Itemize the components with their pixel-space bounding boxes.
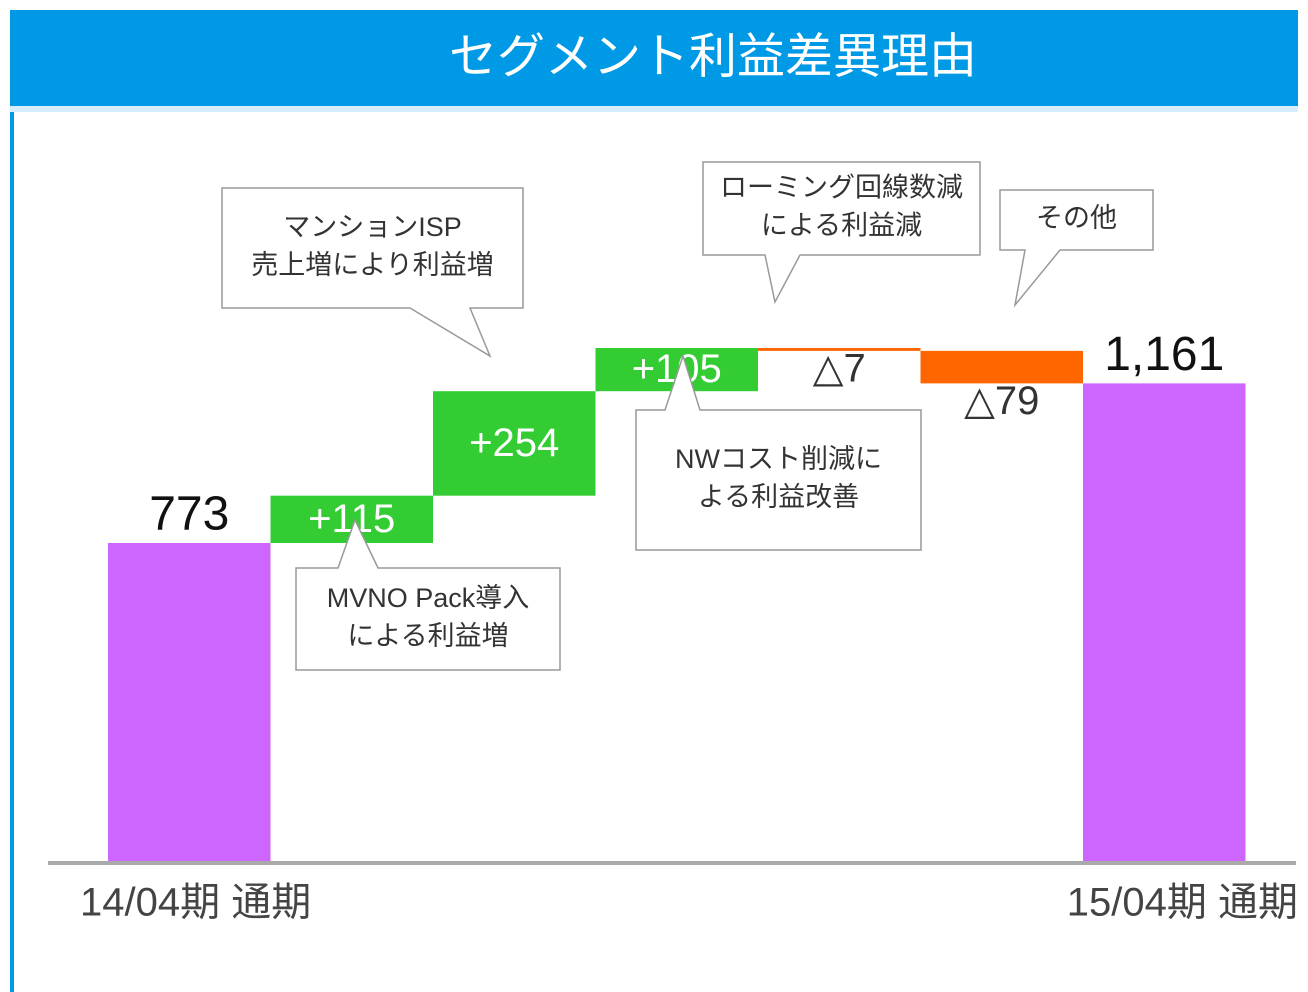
value-label: 1,161 bbox=[1104, 328, 1224, 381]
callout-text: その他 bbox=[1036, 203, 1117, 233]
callout-text: マンションISP bbox=[283, 212, 462, 242]
bar bbox=[108, 542, 271, 861]
callout bbox=[702, 161, 981, 305]
bar bbox=[1083, 383, 1246, 861]
value-label: △79 bbox=[964, 379, 1039, 423]
callout-text: ローミング回線数減 bbox=[720, 173, 963, 203]
callout-text: NWコスト削減に bbox=[675, 444, 882, 474]
callout-text: MVNO Pack導入 bbox=[327, 583, 530, 613]
value-label: △7 bbox=[813, 346, 866, 390]
header-underline bbox=[10, 106, 1298, 112]
x-tick-label: 15/04期 通期 bbox=[1067, 881, 1298, 925]
callout bbox=[221, 187, 524, 358]
callout bbox=[999, 189, 1154, 308]
callout-text: 売上増により利益増 bbox=[251, 250, 493, 280]
callout-text: による利益増 bbox=[347, 621, 508, 651]
callout-text: よる利益改善 bbox=[698, 482, 859, 512]
value-label: 773 bbox=[149, 488, 229, 541]
bar bbox=[758, 348, 921, 351]
x-tick-label: 14/04期 通期 bbox=[80, 881, 311, 925]
callout-text: による利益減 bbox=[761, 211, 922, 241]
callout bbox=[295, 518, 561, 671]
chart-title: セグメント利益差異理由 bbox=[449, 31, 977, 84]
value-label: +254 bbox=[469, 421, 559, 465]
callout bbox=[635, 353, 922, 551]
bar bbox=[920, 350, 1083, 384]
bar bbox=[433, 391, 596, 496]
header-band bbox=[10, 10, 1298, 106]
left-border bbox=[10, 112, 14, 992]
